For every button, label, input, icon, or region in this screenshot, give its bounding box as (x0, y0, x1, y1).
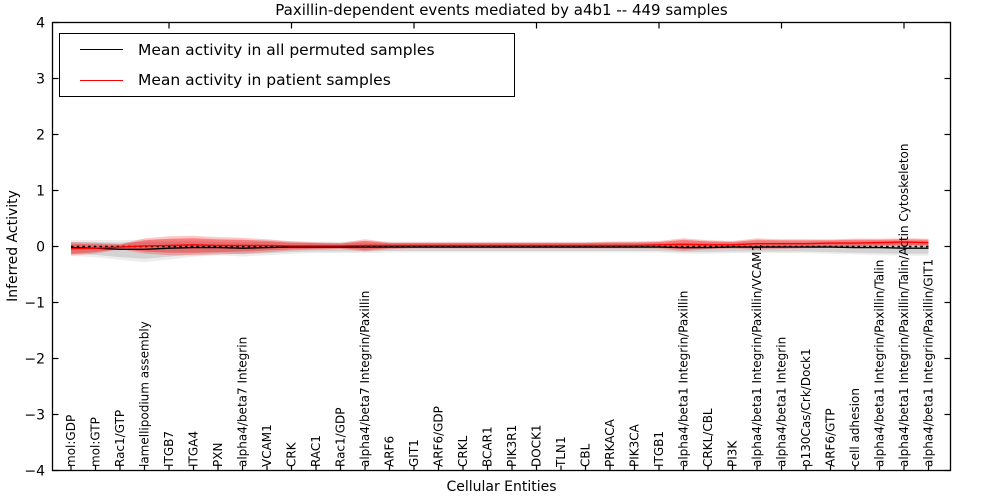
x-tick-label: alpha4/beta7 Integrin (236, 337, 250, 467)
y-axis-title: Inferred Activity (5, 190, 21, 302)
y-tick-label: −1 (24, 296, 45, 312)
x-tick-label: PXN (211, 443, 225, 467)
x-tick-label: PIK3CA (628, 423, 642, 467)
x-tick-label: alpha4/beta1 Integrin/Paxillin/Talin/Act… (897, 144, 911, 467)
x-tick-label: alpha4/beta1 Integrin/Paxillin/VCAM1 (750, 244, 764, 467)
legend-label-patient: Mean activity in patient samples (138, 71, 391, 90)
x-tick-label: GIT1 (407, 439, 421, 467)
chart-title: Paxillin-dependent events mediated by a4… (275, 1, 728, 19)
x-tick-label: PRKACA (603, 418, 617, 467)
x-tick-label: BCAR1 (481, 426, 495, 467)
x-tick-label: alpha4/beta7 Integrin/Paxillin (358, 291, 372, 467)
x-tick-label: lamellipodium assembly (138, 321, 152, 467)
patient-line-swatch (80, 79, 123, 81)
x-tick-label: mol:GDP (64, 415, 78, 467)
y-tick-label: 2 (36, 128, 45, 144)
y-tick-label: 4 (36, 16, 45, 32)
x-axis-title: Cellular Entities (446, 479, 557, 495)
y-tick-label: 3 (36, 72, 45, 88)
x-tick-label: ITGA4 (187, 431, 201, 467)
x-tick-label: PIK3R1 (505, 425, 519, 467)
x-tick-label: ARF6/GDP (432, 406, 446, 467)
x-tick-label: mol:GTP (89, 417, 103, 467)
y-tick-label: 1 (36, 184, 45, 200)
x-tick-label: CRKL (456, 435, 470, 467)
permuted-line-swatch (80, 49, 123, 51)
x-tick-label: alpha4/beta1 Integrin/Paxillin/Talin (873, 260, 887, 467)
x-tick-label: ITGB1 (652, 431, 666, 467)
y-tick-label: −2 (24, 352, 45, 368)
x-tick-label: CRK (285, 441, 299, 467)
permuted-mean-line (70, 246, 929, 251)
x-tick-label: CBL (579, 443, 593, 467)
x-tick-label: ITGB7 (162, 431, 176, 467)
x-tick-label: CRKL/CBL (701, 408, 715, 467)
y-tick-label: −4 (24, 464, 45, 480)
legend-label-permuted: Mean activity in all permuted samples (138, 40, 435, 59)
x-tick-label: Rac1/GDP (334, 408, 348, 467)
x-tick-label: TLN1 (554, 436, 568, 468)
x-tick-label: alpha4/beta1 Integrin/Paxillin/GIT1 (922, 259, 936, 467)
x-tick-label: ARF6/GTP (824, 408, 838, 467)
x-tick-label: Rac1/GTP (113, 410, 127, 467)
x-tick-label: RAC1 (309, 435, 323, 467)
x-tick-label: alpha4/beta1 Integrin (775, 337, 789, 467)
x-tick-label: PI3K (726, 440, 740, 467)
y-tick-label: −3 (24, 408, 45, 424)
x-tick-label: VCAM1 (260, 424, 274, 467)
x-tick-label: DOCK1 (530, 424, 544, 467)
x-tick-label: ARF6 (383, 436, 397, 467)
legend: Mean activity in all permuted samples Me… (59, 33, 515, 97)
x-tick-label: p130Cas/Crk/Dock1 (799, 348, 813, 467)
x-tick-label: alpha4/beta1 Integrin/Paxillin (677, 291, 691, 467)
x-tick-label: cell adhesion (848, 388, 862, 467)
patient-mean-line (70, 241, 929, 250)
y-tick-label: 0 (36, 240, 45, 256)
legend-item-permuted: Mean activity in all permuted samples (60, 35, 514, 65)
legend-item-patient: Mean activity in patient samples (60, 65, 514, 95)
